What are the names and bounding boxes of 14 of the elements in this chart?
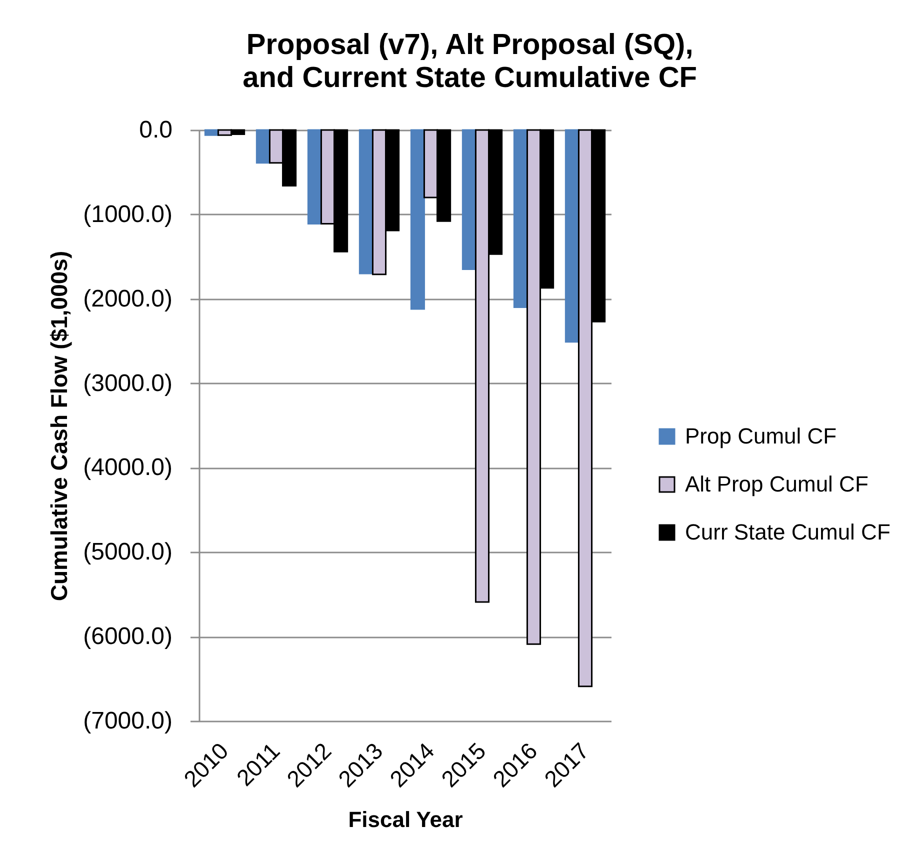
y-tick-label: (7000.0) xyxy=(83,708,172,734)
x-axis-title: Fiscal Year xyxy=(348,807,464,832)
y-tick-label: (6000.0) xyxy=(83,623,172,650)
y-tick-label: (5000.0) xyxy=(83,538,172,566)
y-tick-label: 0.0 xyxy=(139,116,172,144)
legend-label: Prop Cumul CF xyxy=(685,424,837,448)
y-tick-label: (3000.0) xyxy=(83,370,172,397)
y-axis-title: Cumulative Cash Flow ($1,000s) xyxy=(46,250,72,602)
chart-title: Proposal (v7), Alt Proposal (SQ), and Current State Cumulative CF xyxy=(242,29,698,94)
y-tick-label: (1000.0) xyxy=(83,200,172,228)
legend-label: Curr State Cumul CF xyxy=(685,520,890,544)
y-tick-label: (2000.0) xyxy=(83,285,172,312)
legend-label: Alt Prop Cumul CF xyxy=(685,472,868,496)
y-tick-label: (4000.0) xyxy=(83,454,172,482)
